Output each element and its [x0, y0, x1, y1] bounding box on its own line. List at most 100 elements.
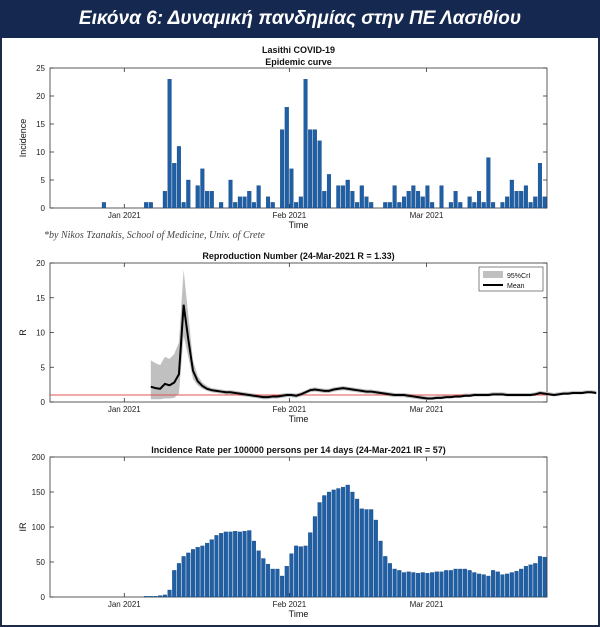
bar — [289, 553, 294, 598]
bar — [298, 546, 303, 598]
title-banner — [0, 0, 600, 38]
bar — [467, 196, 472, 209]
bar — [294, 202, 299, 209]
x-tick-label: Mar 2021 — [410, 211, 444, 220]
bar — [514, 570, 519, 598]
plot-area — [49, 67, 548, 209]
bar — [430, 202, 435, 209]
bar — [401, 196, 407, 209]
bar — [233, 531, 238, 598]
bar — [172, 570, 177, 598]
bar — [322, 191, 327, 209]
bar — [397, 570, 402, 598]
mean-line — [150, 304, 597, 400]
y-tick-label: 0 — [41, 593, 46, 602]
bar — [481, 202, 486, 209]
bar — [280, 129, 285, 209]
bar — [514, 191, 519, 209]
bar — [261, 558, 266, 598]
bar — [326, 174, 332, 209]
bar — [397, 202, 402, 209]
bar — [476, 573, 482, 598]
y-tick-label: 25 — [36, 64, 45, 73]
bar — [223, 531, 228, 598]
bar — [528, 564, 533, 598]
bar — [176, 146, 181, 209]
bar — [453, 191, 458, 209]
bar — [523, 185, 528, 209]
x-axis-label: Time — [289, 609, 309, 619]
bar — [355, 202, 360, 209]
bar — [345, 484, 350, 598]
bar — [472, 572, 477, 598]
bar — [345, 179, 350, 209]
bar — [331, 489, 336, 598]
bar — [406, 571, 411, 598]
bar — [453, 568, 458, 598]
bar — [341, 486, 346, 598]
bar — [265, 196, 271, 209]
bar — [237, 531, 242, 598]
bar — [158, 595, 163, 598]
bar — [523, 566, 528, 598]
chart-title: Incidence Rate per 100000 persons per 14… — [151, 445, 445, 455]
bar — [387, 563, 392, 598]
bar — [205, 542, 210, 598]
legend-label-ci: 95%CrI — [507, 273, 530, 280]
bar — [101, 202, 106, 209]
y-axis-label: R — [18, 329, 28, 336]
bar — [256, 550, 261, 598]
bar — [416, 573, 421, 598]
bar — [336, 488, 341, 598]
bar — [420, 196, 425, 209]
bar — [509, 179, 514, 209]
author-credit: *by Nikos Tzanakis, School of Medicine, … — [44, 230, 265, 241]
bar — [416, 191, 421, 209]
bar — [228, 179, 233, 209]
bar — [209, 539, 214, 598]
y-tick-label: 5 — [41, 363, 46, 372]
x-tick-label: Feb 2021 — [272, 211, 306, 220]
bar — [312, 129, 317, 209]
y-tick-label: 150 — [32, 488, 46, 497]
bar — [542, 556, 547, 598]
y-tick-label: 0 — [41, 204, 46, 213]
bar — [256, 185, 261, 209]
bar — [317, 502, 322, 598]
y-tick-label: 10 — [36, 148, 45, 157]
bar — [430, 572, 435, 598]
y-tick-label: 10 — [36, 329, 45, 338]
plot-area — [49, 262, 548, 403]
bar — [289, 168, 294, 209]
bar — [200, 545, 205, 598]
bar — [373, 519, 378, 598]
bar — [181, 202, 186, 209]
bar — [247, 530, 252, 598]
bar — [411, 185, 416, 209]
bar — [411, 572, 416, 598]
bar — [181, 556, 186, 598]
bar — [176, 563, 181, 598]
bar — [519, 568, 524, 598]
bar — [326, 491, 332, 598]
bar — [359, 185, 364, 209]
bar — [233, 202, 238, 209]
bar — [312, 516, 317, 598]
bar — [308, 129, 313, 209]
bar — [383, 202, 388, 209]
bar — [491, 570, 496, 598]
x-tick-label: Jan 2021 — [108, 600, 141, 609]
bar — [448, 570, 453, 598]
bar — [509, 572, 514, 598]
bar — [322, 495, 327, 598]
bar — [148, 202, 153, 209]
bar — [537, 163, 542, 209]
bar — [186, 179, 191, 209]
bar — [369, 202, 374, 209]
y-tick-label: 20 — [36, 259, 45, 268]
legend-swatch-ci — [483, 271, 503, 278]
y-tick-label: 50 — [36, 558, 45, 567]
bar — [486, 157, 491, 209]
figure-title: Εικόνα 6: Δυναμική πανδημίας στην ΠΕ Λασ… — [78, 8, 522, 29]
chart-subtitle: Epidemic curve — [265, 57, 332, 67]
